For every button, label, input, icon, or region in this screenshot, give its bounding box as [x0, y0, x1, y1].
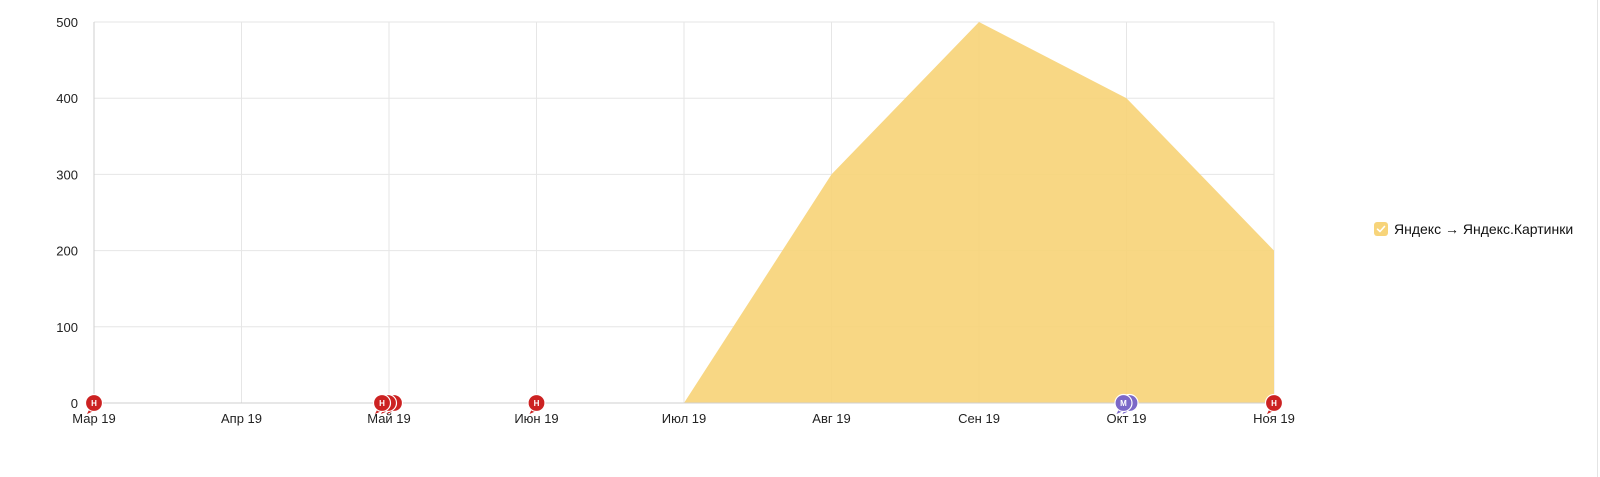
marker-bubble	[372, 393, 392, 413]
marker-letter: Н	[379, 399, 385, 408]
marker-letter: Н	[91, 399, 97, 408]
marker-letter: Н	[1271, 399, 1277, 408]
axes: 0 100 200 300 400 500 Мар 19 Апр 19 Май 19 Июн 19…	[56, 15, 1295, 426]
x-tick-label: Сен 19	[958, 411, 1000, 426]
y-tick-label: 500	[56, 15, 78, 30]
event-marker-icon: Н	[372, 393, 392, 414]
y-tick-label: 200	[56, 244, 78, 259]
marker-bubble	[1264, 393, 1284, 413]
y-tick-label: 400	[56, 91, 78, 106]
x-tick-label: Мар 19	[72, 411, 116, 426]
x-tick-label: Авг 19	[812, 411, 850, 426]
checkbox-icon[interactable]	[1374, 222, 1388, 236]
event-marker-icon: Н	[84, 393, 104, 414]
x-tick-label: Июн 19	[514, 411, 558, 426]
y-tick-label: 100	[56, 320, 78, 335]
marker-letter: Н	[534, 399, 540, 408]
panel-divider	[1597, 0, 1598, 477]
x-tick-label: Май 19	[367, 411, 411, 426]
area-series	[684, 22, 1274, 403]
marker-bubble	[527, 393, 546, 413]
marker-letter: М	[1120, 399, 1127, 408]
event-marker-icon: Н	[1264, 393, 1284, 414]
event-marker-icon: М	[1114, 393, 1133, 414]
x-tick-label: Ноя 19	[1253, 411, 1295, 426]
legend-label: Яндекс → Яндекс.Картинки	[1394, 221, 1574, 237]
y-tick-label: 0	[71, 396, 78, 411]
y-tick-label: 300	[56, 167, 78, 182]
x-tick-label: Окт 19	[1107, 411, 1147, 426]
marker-bubble	[84, 393, 104, 413]
legend-item[interactable]: Яндекс → Яндекс.Картинки	[1374, 221, 1573, 237]
series-area	[683, 21, 1275, 404]
marker-bubble	[1114, 393, 1133, 413]
checkmark-icon	[1376, 225, 1386, 233]
x-tick-label: Июл 19	[662, 411, 706, 426]
x-tick-label: Апр 19	[221, 411, 262, 426]
event-marker-icon: Н	[527, 393, 546, 414]
